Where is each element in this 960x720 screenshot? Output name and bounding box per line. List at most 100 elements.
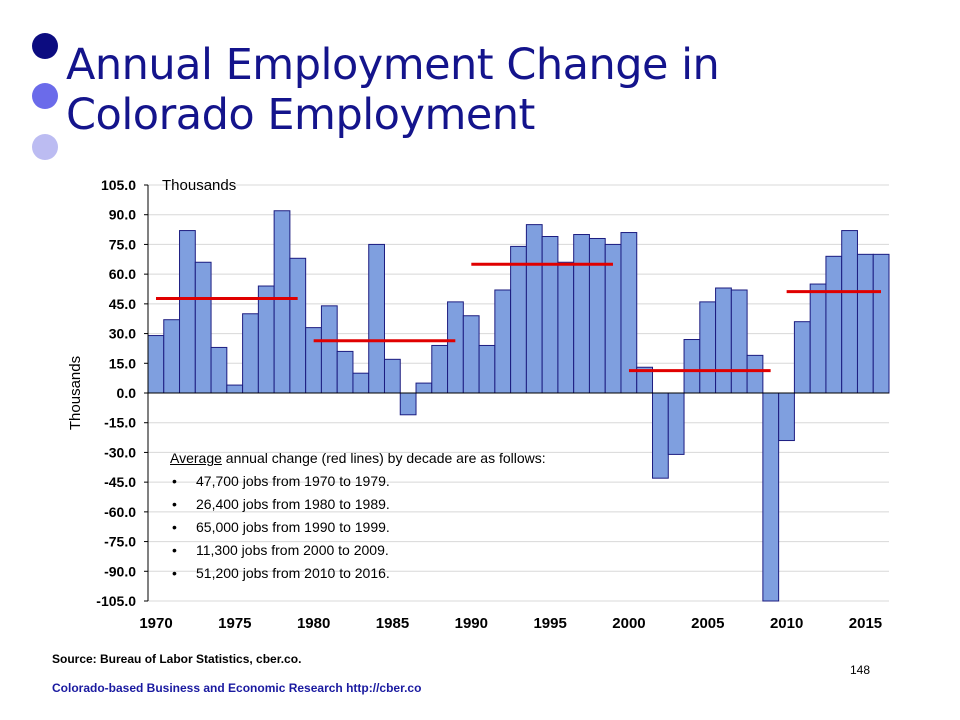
y-tick-label: -45.0	[104, 474, 136, 490]
x-tick-label: 2010	[770, 615, 803, 632]
y-tick-label: 0.0	[117, 385, 137, 401]
x-tick-label: 1985	[376, 615, 409, 632]
y-tick-label: 30.0	[109, 326, 136, 342]
bar-1984	[368, 243, 385, 394]
note-item-text: 26,400 jobs from 1980 to 1989.	[196, 496, 390, 512]
bar-1977	[257, 285, 275, 394]
page-number: 148	[850, 663, 871, 677]
bar-2003	[667, 392, 685, 455]
y-tick-label: 60.0	[109, 266, 136, 282]
bar-2010	[778, 392, 795, 442]
x-tick-label: 2005	[691, 615, 724, 632]
bar-1999	[604, 243, 622, 394]
note-item: • 65,000 jobs from 1990 to 1999.	[170, 516, 546, 539]
bar-1983	[352, 372, 370, 394]
slide-title-line1: Annual Employment Change in	[66, 40, 720, 90]
bar-1996	[557, 261, 575, 394]
bar-1974	[210, 346, 228, 394]
y-tick-label: 90.0	[109, 207, 136, 223]
note-heading: Average annual change (red lines) by dec…	[170, 447, 546, 470]
y-tick-label: -30.0	[104, 444, 136, 460]
note-heading-underlined: Average	[170, 450, 222, 466]
slide-title: Annual Employment Change in Colorado Emp…	[66, 40, 926, 140]
bullet-icon: •	[172, 473, 177, 489]
x-tick-label: 1980	[297, 615, 330, 632]
bar-1994	[525, 224, 543, 394]
x-tick-label: 1975	[218, 615, 251, 632]
y-tick-label: -90.0	[104, 563, 136, 579]
x-tick-label: 2015	[849, 615, 882, 632]
decade-average-note: Average annual change (red lines) by dec…	[170, 447, 546, 585]
bar-2000	[620, 232, 638, 394]
note-heading-rest: annual change (red lines) by decade are …	[221, 450, 546, 466]
y-tick-label: 45.0	[109, 296, 136, 312]
note-item: • 51,200 jobs from 2010 to 2016.	[170, 562, 546, 585]
slide-title-line2: Colorado Employment	[66, 90, 535, 140]
bar-2013	[825, 255, 843, 394]
bar-2012	[809, 283, 827, 394]
note-item-text: 11,300 jobs from 2000 to 2009.	[196, 542, 389, 558]
bar-2015	[856, 253, 874, 394]
source-text: Source: Bureau of Labor Statistics, cber…	[52, 652, 302, 666]
bullet-icon: •	[172, 496, 177, 512]
y-axis-label: Thousands	[67, 356, 84, 430]
x-tick-label: 1990	[455, 615, 488, 632]
y-tick-label: -75.0	[104, 534, 136, 550]
bullet-icon: •	[172, 519, 177, 535]
bar-1991	[478, 344, 496, 394]
bar-2016	[872, 253, 890, 394]
bar-2002	[652, 392, 669, 479]
bullet-icon: •	[172, 542, 177, 558]
decor-dot-light	[32, 134, 58, 160]
bar-1971	[163, 319, 181, 394]
note-item: • 47,700 jobs from 1970 to 1979.	[170, 470, 546, 493]
bar-1979	[289, 257, 307, 394]
bar-2007	[730, 289, 748, 394]
bar-1987	[415, 382, 433, 394]
bar-2005	[699, 301, 717, 394]
decade-average-lines	[156, 262, 881, 373]
bar-1975	[226, 384, 244, 394]
bar-1998	[588, 237, 606, 394]
bar-1981	[320, 305, 338, 394]
bar-2004	[683, 339, 701, 394]
bar-1995	[541, 236, 559, 394]
bar-2006	[715, 287, 732, 394]
y-tick-label: 105.0	[101, 177, 136, 193]
bar-2009	[762, 392, 780, 602]
footer-text: Colorado-based Business and Economic Res…	[52, 681, 422, 695]
y-tick-label: 15.0	[109, 355, 136, 371]
bar-1973	[194, 261, 212, 394]
decor-dot-dark	[32, 33, 58, 59]
bar-1972	[179, 230, 196, 394]
y-tick-label: -105.0	[96, 593, 136, 609]
bar-1980	[305, 327, 322, 394]
bar-1986	[399, 392, 417, 416]
bar-2014	[841, 230, 858, 394]
bar-1985	[383, 358, 401, 394]
x-tick-label: 1970	[139, 615, 172, 632]
bar-1990	[462, 315, 480, 394]
bar-2011	[793, 321, 811, 394]
unit-label: Thousands	[162, 177, 236, 194]
axes: 105.0 90.0 75.0 60.0 45.0 30.0 15.0 0.0 -15.0 -30…	[96, 177, 889, 632]
y-tick-label: 75.0	[109, 236, 136, 252]
note-item: • 11,300 jobs from 2000 to 2009.	[170, 539, 546, 562]
bar-1992	[494, 289, 512, 394]
decor-dot-medium	[32, 83, 58, 109]
bar-1978	[273, 210, 291, 394]
bar-1982	[336, 350, 354, 394]
bullet-icon: •	[172, 565, 177, 581]
bar-1970	[147, 335, 165, 394]
bar-1993	[510, 245, 527, 394]
bar-2008	[746, 354, 764, 394]
y-tick-label: -15.0	[104, 415, 136, 431]
bar-1976	[242, 313, 259, 394]
note-item: • 26,400 jobs from 1980 to 1989.	[170, 493, 546, 516]
y-tick-label: -60.0	[104, 504, 136, 520]
bars	[147, 210, 890, 602]
note-item-text: 65,000 jobs from 1990 to 1999.	[196, 519, 390, 535]
x-tick-label: 2000	[612, 615, 645, 632]
x-tick-label: 1995	[533, 615, 566, 632]
